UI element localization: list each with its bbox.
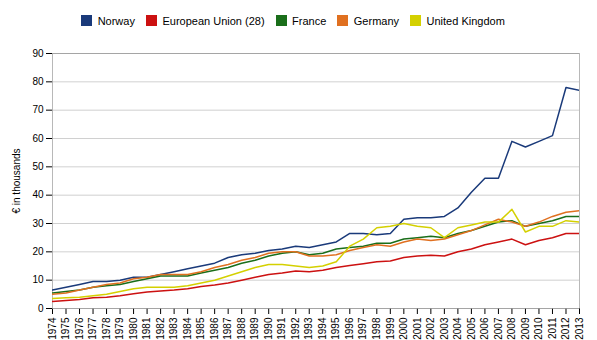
svg-text:10: 10	[32, 274, 44, 285]
svg-text:1989: 1989	[249, 317, 260, 340]
html-text:United Kingdom: United Kingdom	[426, 14, 505, 27]
svg-text:1984: 1984	[182, 317, 193, 340]
svg-text:2009: 2009	[520, 317, 531, 340]
svg-text:1998: 1998	[371, 317, 382, 340]
svg-text:1997: 1997	[357, 317, 368, 340]
svg-text:2010: 2010	[533, 317, 544, 340]
svg-text:50: 50	[32, 161, 44, 172]
svg-text:30: 30	[32, 217, 44, 228]
svg-text:2006: 2006	[479, 317, 490, 340]
html-text:France: France	[292, 14, 327, 27]
svg-text:1983: 1983	[168, 317, 179, 340]
svg-text:2007: 2007	[493, 317, 504, 340]
svg-text:€ in thousands: € in thousands	[11, 148, 22, 213]
svg-text:1979: 1979	[114, 317, 125, 340]
svg-text:1987: 1987	[222, 317, 233, 340]
svg-text:1975: 1975	[60, 317, 71, 340]
svg-text:1980: 1980	[128, 317, 139, 340]
svg-text:1994: 1994	[317, 317, 328, 340]
svg-text:1985: 1985	[195, 317, 206, 340]
svg-text:90: 90	[32, 47, 44, 58]
svg-text:2001: 2001	[412, 317, 423, 340]
svg-text:2004: 2004	[452, 317, 463, 340]
svg-text:1992: 1992	[290, 317, 301, 340]
html-text:Norway: Norway	[97, 14, 135, 27]
html-text:European Union (28): European Union (28)	[162, 14, 265, 27]
svg-text:1993: 1993	[303, 317, 314, 340]
svg-text:2008: 2008	[506, 317, 517, 340]
svg-text:1999: 1999	[385, 317, 396, 340]
svg-text:2005: 2005	[466, 317, 477, 340]
svg-text:1991: 1991	[276, 317, 287, 340]
svg-text:1978: 1978	[101, 317, 112, 340]
svg-text:1990: 1990	[263, 317, 274, 340]
svg-text:20: 20	[32, 246, 44, 257]
svg-text:1986: 1986	[209, 317, 220, 340]
html-text:Germany: Germany	[353, 14, 400, 27]
svg-text:2012: 2012	[560, 317, 571, 340]
svg-text:70: 70	[32, 104, 44, 115]
svg-text:1977: 1977	[87, 317, 98, 340]
svg-text:2003: 2003	[439, 317, 450, 340]
svg-text:60: 60	[32, 132, 44, 143]
svg-text:1988: 1988	[236, 317, 247, 340]
svg-text:1976: 1976	[74, 317, 85, 340]
svg-text:2002: 2002	[425, 317, 436, 340]
svg-text:2000: 2000	[398, 317, 409, 340]
svg-text:1974: 1974	[47, 317, 58, 340]
svg-text:1982: 1982	[155, 317, 166, 340]
svg-text:2011: 2011	[547, 317, 558, 339]
svg-text:2013: 2013	[574, 317, 585, 340]
svg-text:80: 80	[32, 76, 44, 87]
svg-text:40: 40	[32, 189, 44, 200]
svg-text:0: 0	[38, 302, 44, 313]
svg-text:1981: 1981	[141, 317, 152, 340]
svg-text:1995: 1995	[330, 317, 341, 340]
svg-text:1996: 1996	[344, 317, 355, 340]
